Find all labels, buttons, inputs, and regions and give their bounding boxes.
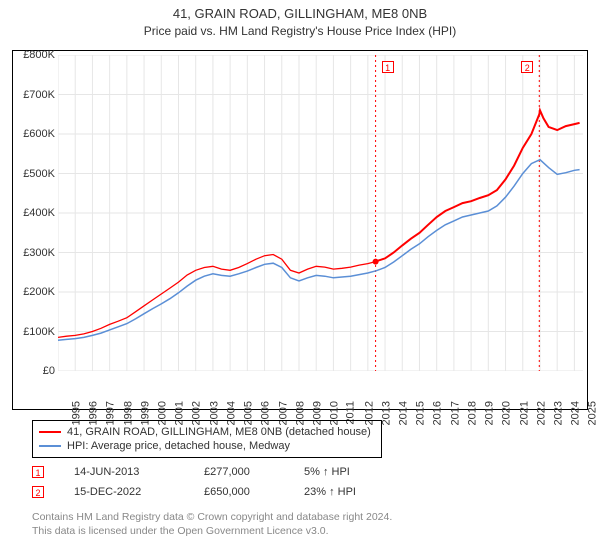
- y-tick-label: £100K: [23, 326, 55, 338]
- marker-row-date: 14-JUN-2013: [74, 466, 204, 478]
- legend-item: 41, GRAIN ROAD, GILLINGHAM, ME8 0NB (det…: [39, 425, 371, 439]
- marker-row-num: 1: [32, 466, 44, 478]
- x-tick-label: 2022: [535, 401, 547, 425]
- x-tick-label: 2019: [484, 401, 496, 425]
- y-tick-label: £800K: [23, 49, 55, 61]
- chart-marker-2: 2: [521, 61, 533, 73]
- legend-swatch: [39, 445, 61, 447]
- legend-label: 41, GRAIN ROAD, GILLINGHAM, ME8 0NB (det…: [67, 426, 371, 438]
- x-tick-label: 2024: [570, 401, 582, 425]
- y-tick-label: £500K: [23, 168, 55, 180]
- page-subtitle: Price paid vs. HM Land Registry's House …: [0, 24, 600, 38]
- y-tick-label: £600K: [23, 128, 55, 140]
- x-tick-label: 2023: [552, 401, 564, 425]
- x-tick-label: 2016: [432, 401, 444, 425]
- x-tick-label: 2018: [466, 401, 478, 425]
- marker-row: 1 14-JUN-2013£277,0005% ↑ HPI: [32, 462, 414, 482]
- marker-row: 2 15-DEC-2022£650,00023% ↑ HPI: [32, 482, 414, 502]
- y-tick-label: £400K: [23, 207, 55, 219]
- chart-marker-1: 1: [382, 61, 394, 73]
- chart-svg: [58, 55, 583, 371]
- y-axis-labels: £0£100K£200K£300K£400K£500K£600K£700K£80…: [13, 55, 58, 371]
- chart-frame: £0 £100K £200K £300K £400K £500K £600K £700K £80…: [12, 50, 588, 410]
- x-tick-label: 2013: [380, 401, 392, 425]
- marker-row-pct: 5% ↑ HPI: [304, 466, 414, 478]
- legend: 41, GRAIN ROAD, GILLINGHAM, ME8 0NB (det…: [32, 420, 382, 458]
- footer-line-1: Contains HM Land Registry data © Crown c…: [32, 510, 392, 524]
- y-tick-label: £300K: [23, 247, 55, 259]
- x-tick-label: 2020: [501, 401, 513, 425]
- x-tick-label: 2014: [398, 401, 410, 425]
- marker-row-pct: 23% ↑ HPI: [304, 486, 414, 498]
- footer-line-2: This data is licensed under the Open Gov…: [32, 524, 392, 538]
- y-tick-label: £700K: [23, 89, 55, 101]
- x-axis-labels: 1995199619971998199920002001200220032004…: [58, 369, 583, 409]
- x-tick-label: 2025: [587, 401, 599, 425]
- marker-row-price: £650,000: [204, 486, 304, 498]
- plot-area: 12: [58, 55, 583, 371]
- page-title: 41, GRAIN ROAD, GILLINGHAM, ME8 0NB: [0, 6, 600, 21]
- y-tick-label: £0: [43, 365, 55, 377]
- marker-row-date: 15-DEC-2022: [74, 486, 204, 498]
- legend-item: HPI: Average price, detached house, Medw…: [39, 439, 371, 453]
- marker-table: 1 14-JUN-2013£277,0005% ↑ HPI 2 15-DEC-2022…: [32, 462, 414, 502]
- marker-row-num: 2: [32, 486, 44, 498]
- marker-row-price: £277,000: [204, 466, 304, 478]
- x-tick-label: 2017: [449, 401, 461, 425]
- x-tick-label: 2021: [518, 401, 530, 425]
- x-tick-label: 2015: [415, 401, 427, 425]
- footer-attribution: Contains HM Land Registry data © Crown c…: [32, 510, 392, 538]
- y-tick-label: £200K: [23, 286, 55, 298]
- legend-swatch: [39, 431, 61, 433]
- legend-label: HPI: Average price, detached house, Medw…: [67, 440, 290, 452]
